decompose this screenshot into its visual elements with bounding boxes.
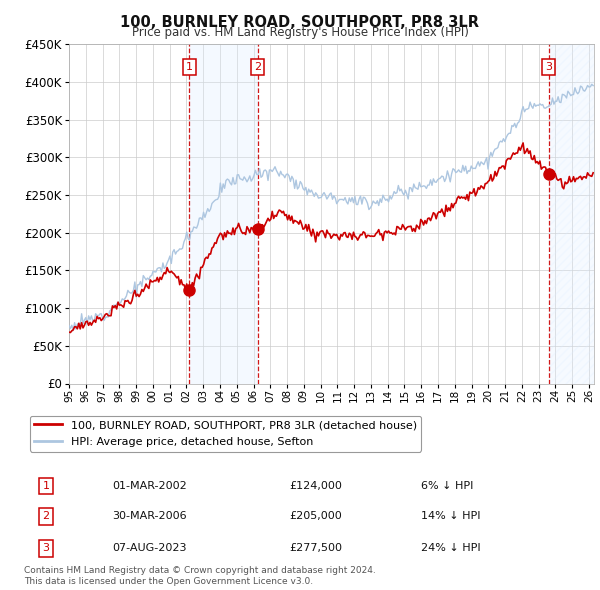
Text: £205,000: £205,000 bbox=[289, 512, 342, 521]
Text: £124,000: £124,000 bbox=[289, 481, 342, 491]
Text: £277,500: £277,500 bbox=[289, 543, 342, 553]
Legend: 100, BURNLEY ROAD, SOUTHPORT, PR8 3LR (detached house), HPI: Average price, deta: 100, BURNLEY ROAD, SOUTHPORT, PR8 3LR (d… bbox=[29, 415, 421, 452]
Text: 07-AUG-2023: 07-AUG-2023 bbox=[112, 543, 187, 553]
Text: Price paid vs. HM Land Registry's House Price Index (HPI): Price paid vs. HM Land Registry's House … bbox=[131, 26, 469, 39]
Text: 100, BURNLEY ROAD, SOUTHPORT, PR8 3LR: 100, BURNLEY ROAD, SOUTHPORT, PR8 3LR bbox=[121, 15, 479, 30]
Text: 14% ↓ HPI: 14% ↓ HPI bbox=[421, 512, 481, 521]
Text: This data is licensed under the Open Government Licence v3.0.: This data is licensed under the Open Gov… bbox=[24, 577, 313, 586]
Text: 1: 1 bbox=[43, 481, 50, 491]
Text: 3: 3 bbox=[43, 543, 50, 553]
Text: 24% ↓ HPI: 24% ↓ HPI bbox=[421, 543, 481, 553]
Text: 2: 2 bbox=[254, 62, 261, 72]
Text: 2: 2 bbox=[43, 512, 50, 521]
Bar bbox=[189, 44, 257, 384]
Text: Contains HM Land Registry data © Crown copyright and database right 2024.: Contains HM Land Registry data © Crown c… bbox=[24, 566, 376, 575]
Text: 30-MAR-2006: 30-MAR-2006 bbox=[112, 512, 187, 521]
Text: 1: 1 bbox=[186, 62, 193, 72]
Text: 6% ↓ HPI: 6% ↓ HPI bbox=[421, 481, 474, 491]
Text: 01-MAR-2002: 01-MAR-2002 bbox=[112, 481, 187, 491]
Text: 3: 3 bbox=[545, 62, 552, 72]
Bar bbox=[548, 44, 594, 384]
